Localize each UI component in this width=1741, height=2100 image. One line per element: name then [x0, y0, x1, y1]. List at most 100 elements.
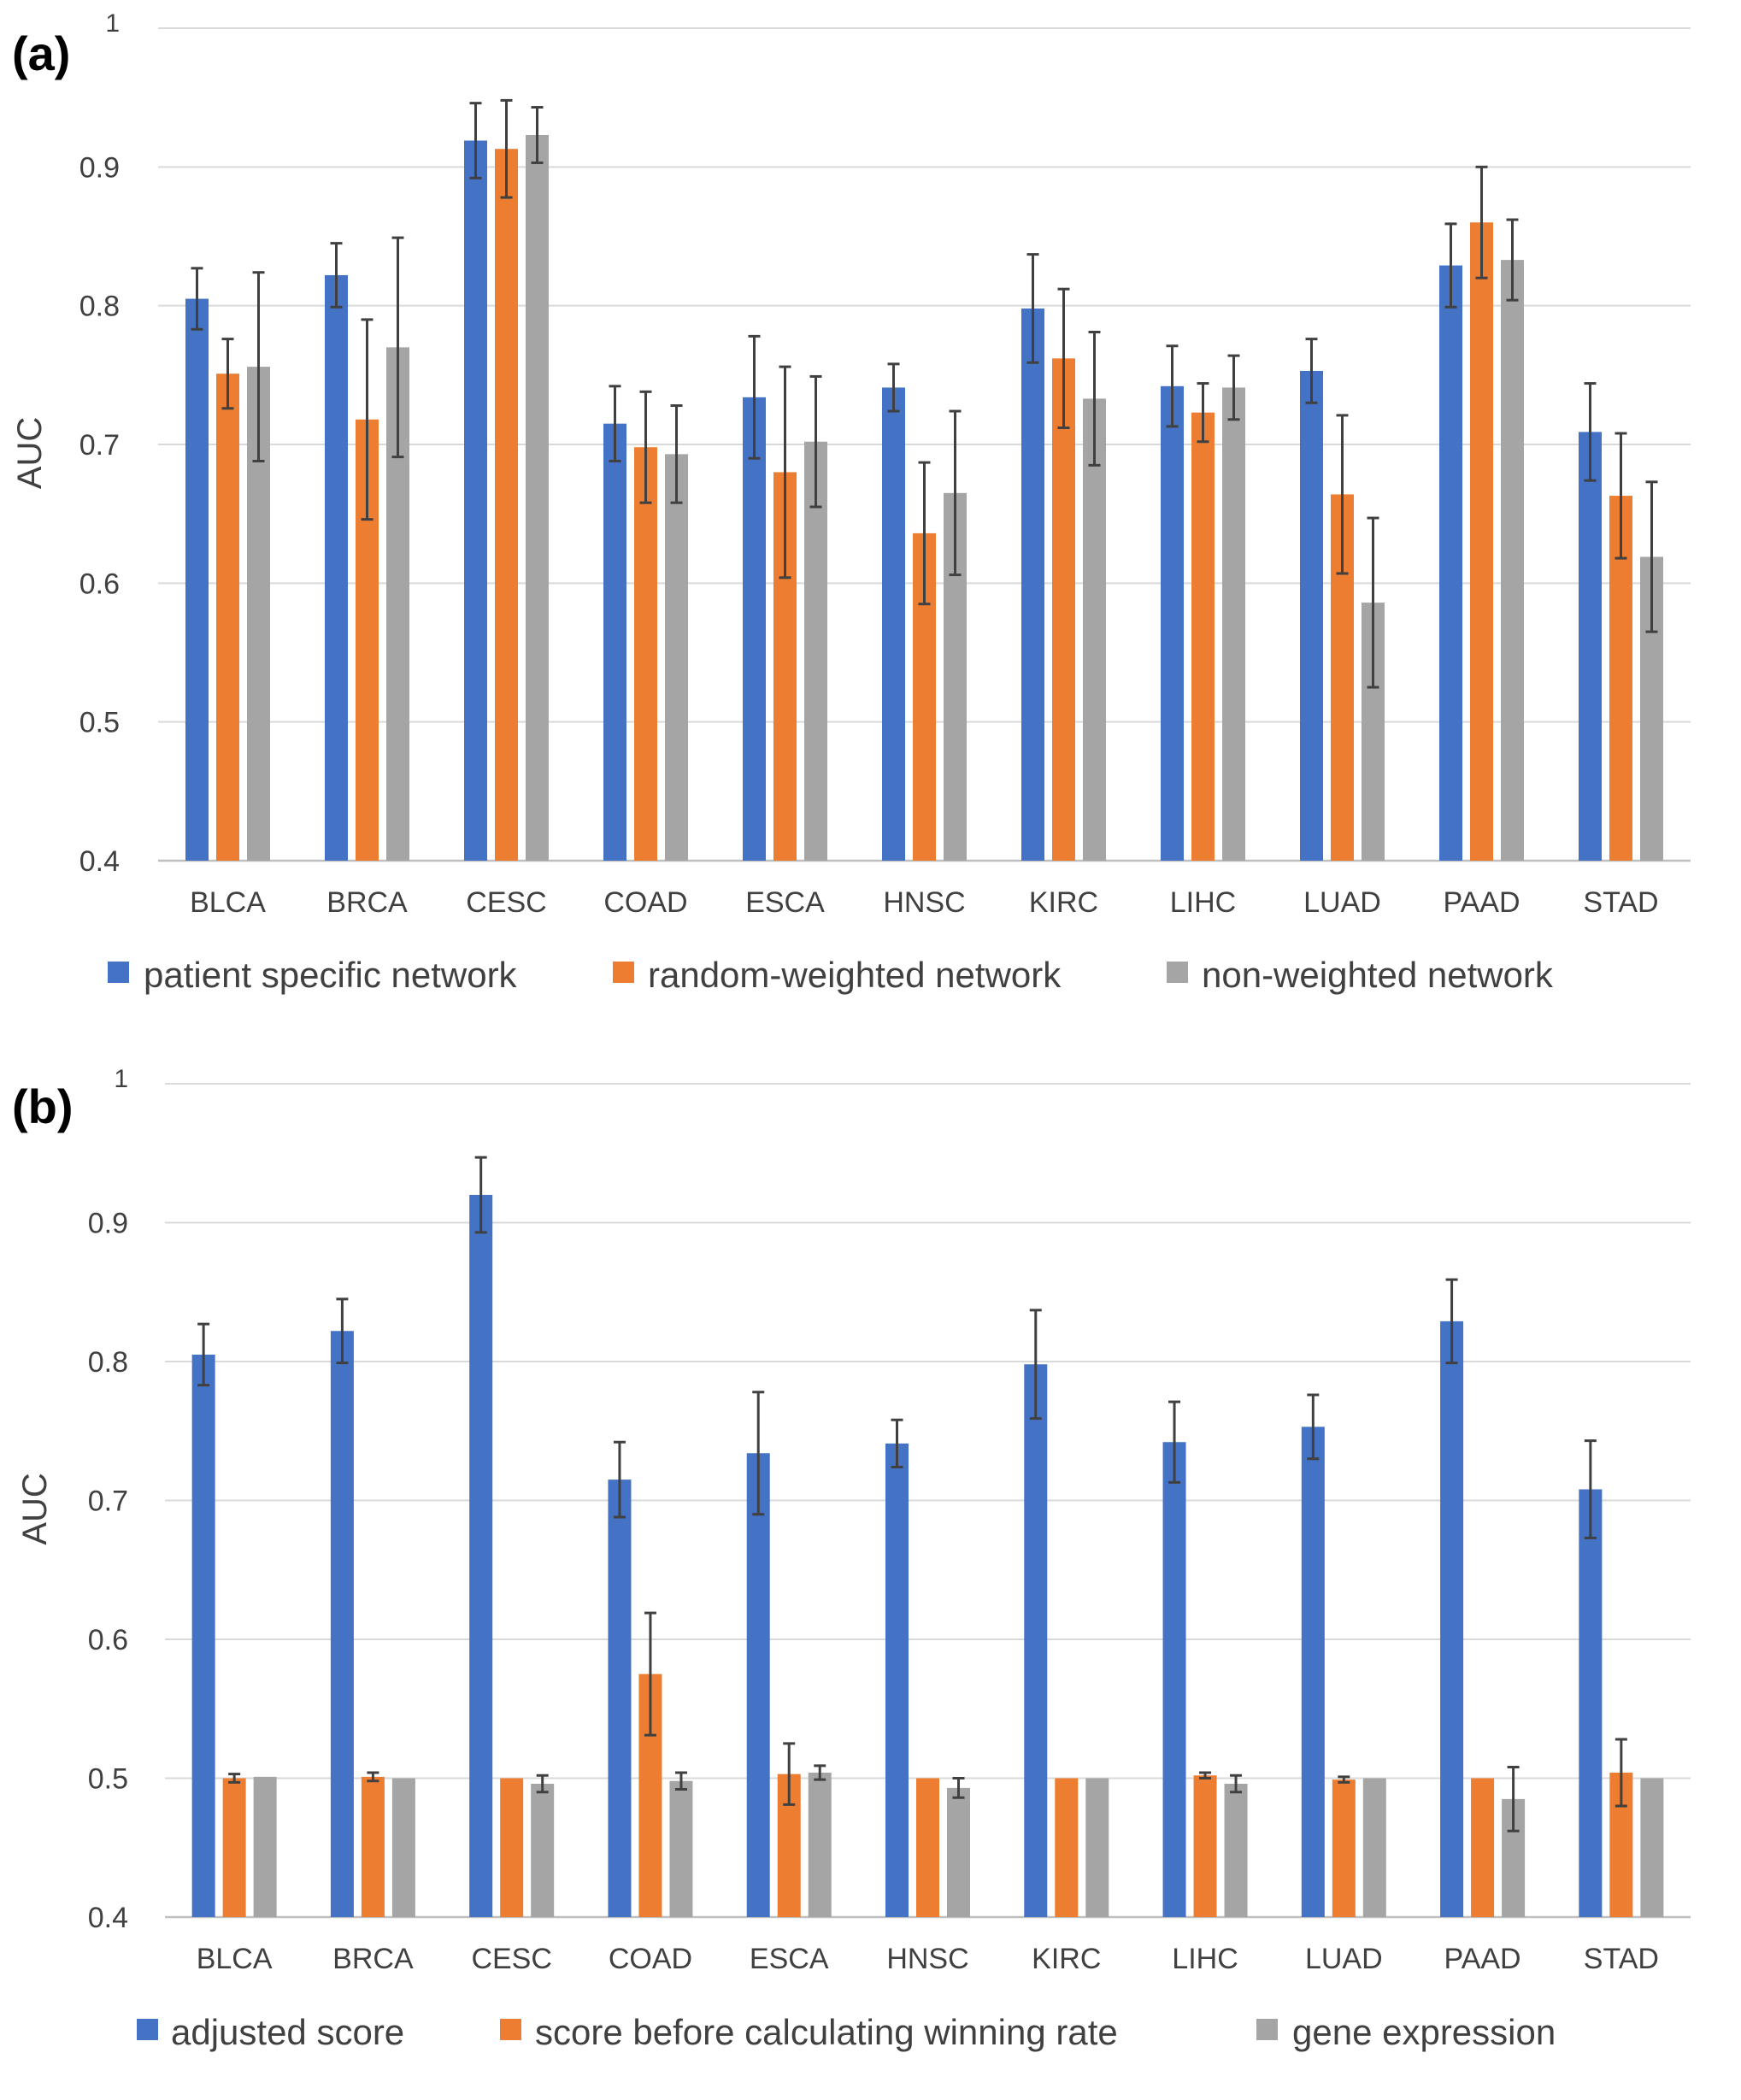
bar	[882, 387, 905, 861]
bar	[743, 397, 766, 862]
y-tick-label: 1	[105, 9, 120, 38]
bar	[1162, 1442, 1186, 1917]
bar	[746, 1453, 770, 1917]
bar	[495, 149, 518, 862]
bar	[804, 441, 827, 861]
bar	[1021, 308, 1044, 861]
bar	[608, 1479, 632, 1917]
bar	[222, 1778, 246, 1917]
bar	[191, 1354, 215, 1917]
bar	[526, 134, 549, 861]
x-tick-label: CESC	[471, 1943, 551, 1975]
x-tick-label: STAD	[1584, 1943, 1659, 1975]
bar	[1193, 1775, 1217, 1917]
y-tick-label: 0.8	[79, 291, 120, 323]
x-tick-label: PAAD	[1443, 886, 1520, 919]
legend-label: patient specific network	[144, 955, 518, 995]
x-tick-label: LUAD	[1303, 886, 1381, 919]
x-tick-label: KIRC	[1029, 886, 1098, 919]
legend-label: gene expression	[1292, 2012, 1556, 2052]
legend-swatch	[108, 962, 129, 983]
bar	[464, 140, 487, 862]
chart-panel-b: 0.4 0.5 0.6 0.7 0.8 0.9 1 AUC BLCA BRCA CESC COAD ES…	[16, 1065, 1691, 2052]
bar	[391, 1778, 415, 1917]
bar	[1362, 1778, 1386, 1917]
legend-label: adjusted score	[171, 2012, 404, 2052]
bar	[1471, 1778, 1495, 1917]
x-tick-label: LUAD	[1305, 1943, 1383, 1975]
x-tick-label: COAD	[603, 886, 687, 919]
y-tick-label: 0.5	[79, 707, 120, 739]
y-axis-label: AUC	[16, 1473, 54, 1544]
bar	[634, 447, 657, 861]
y-tick-label: 0.7	[79, 429, 120, 462]
x-tick-label: BLCA	[190, 886, 266, 919]
bar	[361, 1776, 385, 1917]
y-tick-label: 0.6	[88, 1624, 128, 1656]
bar	[216, 374, 239, 862]
bar	[916, 1778, 939, 1917]
x-tick-label: COAD	[609, 1943, 692, 1975]
legend-swatch	[1167, 962, 1188, 983]
bar	[1439, 265, 1462, 862]
y-tick-label: 1	[114, 1065, 128, 1093]
legend-swatch	[137, 2019, 158, 2040]
bar	[947, 1787, 970, 1917]
bar	[665, 454, 688, 861]
panel-label-a: (a)	[12, 26, 71, 80]
bar	[1579, 1489, 1603, 1917]
bar	[885, 1443, 909, 1917]
x-tick-label: PAAD	[1444, 1943, 1521, 1975]
x-tick-label: LIHC	[1170, 886, 1236, 919]
bar	[1024, 1364, 1048, 1917]
y-tick-label: 0.4	[88, 1902, 128, 1934]
bar	[1301, 1426, 1325, 1917]
x-tick-label: BRCA	[326, 886, 408, 919]
bar	[253, 1776, 277, 1917]
bar	[1470, 222, 1493, 861]
bar	[1191, 412, 1215, 861]
x-tick-label: BLCA	[197, 1943, 273, 1975]
y-tick-label: 0.4	[79, 845, 120, 878]
bar	[185, 298, 209, 861]
x-tick-label: ESCA	[750, 1943, 829, 1975]
bar	[325, 274, 348, 861]
y-tick-label: 0.5	[88, 1763, 128, 1796]
bar	[808, 1773, 832, 1917]
legend-label: score before calculating winning rate	[535, 2012, 1118, 2052]
y-axis-label: AUC	[11, 417, 49, 489]
legend-swatch	[1256, 2019, 1278, 2040]
bar	[603, 423, 626, 861]
x-tick-label: STAD	[1583, 886, 1658, 919]
bar	[1085, 1778, 1109, 1917]
x-tick-label: BRCA	[332, 1943, 414, 1975]
y-tick-label: 0.6	[79, 568, 120, 600]
bar	[1161, 385, 1184, 861]
bar	[1440, 1321, 1464, 1917]
x-tick-label: HNSC	[886, 1943, 968, 1975]
x-tick-label: LIHC	[1172, 1943, 1238, 1975]
x-tick-label: CESC	[466, 886, 546, 919]
bar	[1332, 1779, 1356, 1917]
bar	[1055, 1778, 1079, 1917]
bar	[669, 1780, 693, 1917]
bar	[469, 1195, 493, 1917]
y-tick-label: 0.7	[88, 1485, 128, 1518]
bar	[1052, 358, 1075, 861]
x-tick-label: ESCA	[745, 886, 825, 919]
bar	[500, 1778, 524, 1917]
bar	[1300, 370, 1323, 861]
bar	[1640, 1778, 1664, 1917]
x-tick-label: HNSC	[883, 886, 965, 919]
bar	[531, 1784, 555, 1917]
legend-swatch	[613, 962, 634, 983]
bar	[1224, 1784, 1248, 1917]
legend-swatch	[500, 2019, 521, 2040]
y-tick-label: 0.9	[88, 1208, 128, 1240]
bar	[1501, 260, 1524, 861]
legend-label: non-weighted network	[1202, 955, 1554, 995]
bar	[330, 1331, 354, 1917]
chart-panel-a: 0.4 0.5 0.6 0.7 0.8 0.9 1 AUC BLCA BRCA CESC COAD ES…	[11, 9, 1691, 995]
y-tick-label: 0.9	[79, 151, 120, 184]
